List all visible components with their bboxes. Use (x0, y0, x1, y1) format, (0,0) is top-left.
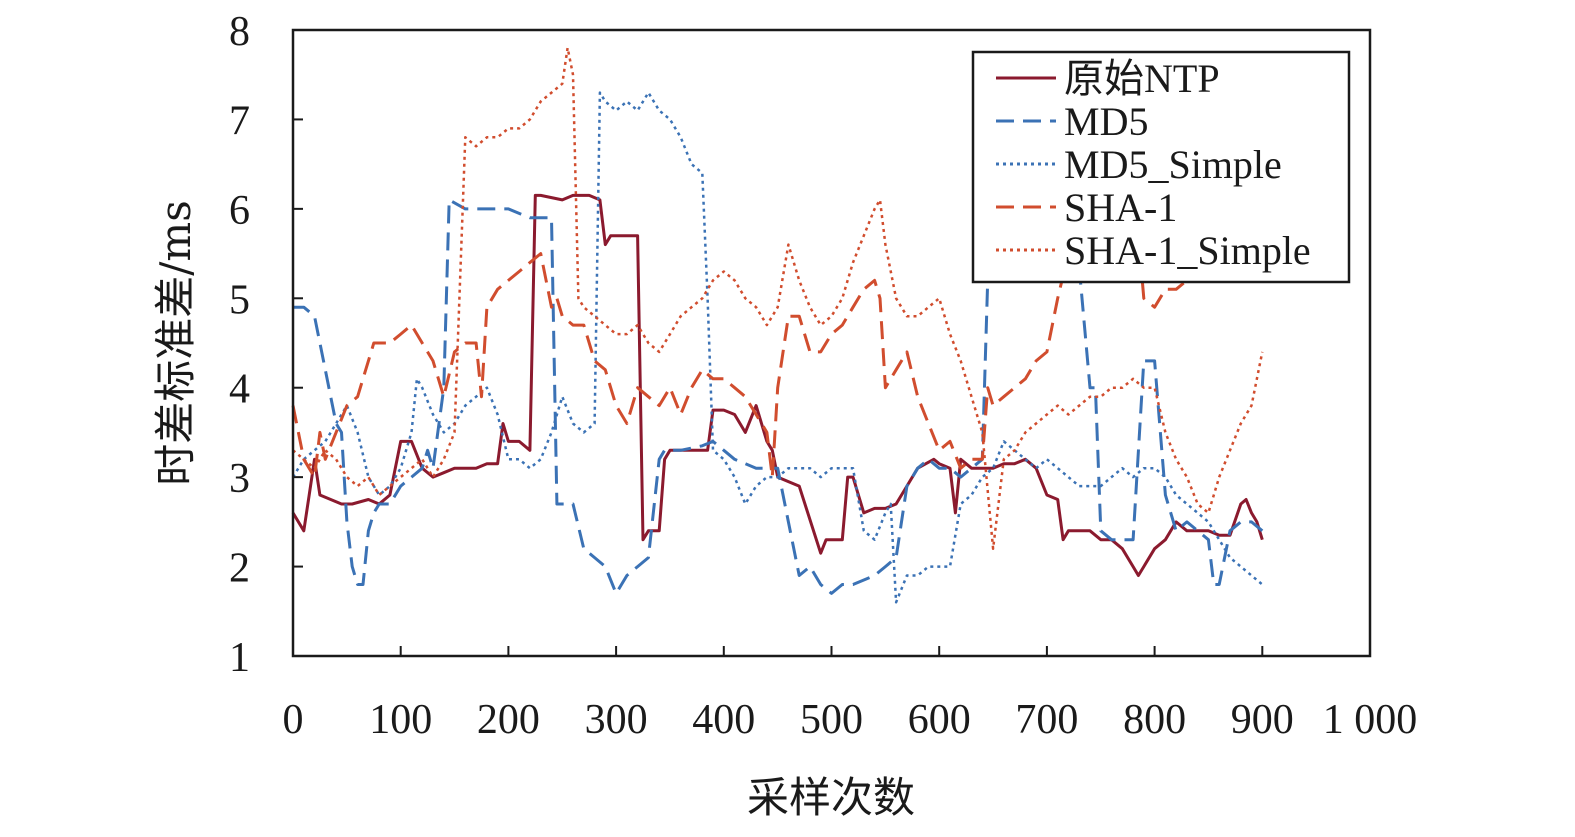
x-tick-label: 600 (908, 697, 971, 743)
series-line-2 (291, 91, 1264, 604)
x-tick-label: 0 (283, 697, 304, 743)
y-axis-title: 时差标准差/ms (151, 200, 200, 486)
y-tick-label: 7 (229, 98, 250, 144)
y-tick-label: 3 (229, 456, 250, 502)
x-tick-label: 100 (369, 697, 432, 743)
y-tick-label: 5 (229, 277, 250, 323)
legend-label: MD5_Simple (1064, 142, 1282, 187)
x-tick-label: 800 (1123, 697, 1186, 743)
legend-label: SHA-1 (1064, 185, 1177, 230)
series-line-1 (293, 144, 1264, 595)
y-tick-label: 8 (229, 9, 250, 55)
x-axis-title: 采样次数 (747, 773, 915, 822)
x-tick-label: 300 (585, 697, 648, 743)
y-tick-label: 1 (229, 635, 250, 681)
x-axis: 0 100 200 300 400 500 600 700 800 900 1 000 (283, 646, 1418, 743)
y-tick-label: 6 (229, 188, 250, 234)
legend-label: 原始NTP (1064, 56, 1220, 101)
x-tick-label: 200 (477, 697, 540, 743)
y-axis: 1 2 3 4 5 6 7 8 (229, 9, 303, 681)
x-tick-label: 1 000 (1323, 697, 1418, 743)
legend-label: MD5 (1064, 99, 1148, 144)
x-tick-label: 700 (1015, 697, 1078, 743)
series-line-4 (292, 46, 1264, 550)
legend-label: SHA-1_Simple (1064, 228, 1311, 273)
y-tick-label: 2 (229, 546, 250, 592)
y-tick-label: 4 (229, 367, 250, 413)
legend-box (971, 50, 1351, 284)
series-layer (291, 46, 1264, 604)
x-tick-label: 500 (800, 697, 863, 743)
x-tick-label: 900 (1231, 697, 1294, 743)
x-tick-label: 400 (692, 697, 755, 743)
